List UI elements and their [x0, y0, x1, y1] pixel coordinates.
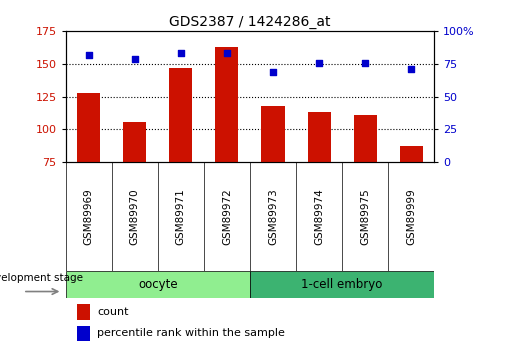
Text: GSM89972: GSM89972 — [222, 188, 232, 245]
Text: oocyte: oocyte — [138, 278, 178, 291]
Text: percentile rank within the sample: percentile rank within the sample — [97, 328, 285, 338]
Text: GSM89974: GSM89974 — [314, 188, 324, 245]
Point — [269, 69, 277, 75]
Bar — [123, 121, 146, 162]
Text: development stage: development stage — [0, 273, 83, 283]
Text: 1-cell embryo: 1-cell embryo — [301, 278, 383, 291]
Text: count: count — [97, 307, 129, 317]
Text: GSM89999: GSM89999 — [406, 188, 416, 245]
Bar — [354, 115, 377, 162]
Bar — [66, 271, 250, 298]
Title: GDS2387 / 1424286_at: GDS2387 / 1424286_at — [169, 14, 331, 29]
Bar — [77, 304, 90, 320]
Point — [85, 52, 93, 57]
Text: GSM89975: GSM89975 — [360, 188, 370, 245]
Text: GSM89970: GSM89970 — [130, 188, 140, 245]
Point — [361, 60, 369, 65]
Bar — [169, 68, 192, 162]
Bar — [262, 106, 284, 162]
Text: GSM89971: GSM89971 — [176, 188, 186, 245]
Point — [177, 51, 185, 56]
Bar — [77, 326, 90, 342]
Bar — [216, 47, 238, 162]
Point — [223, 51, 231, 56]
Text: GSM89969: GSM89969 — [84, 188, 94, 245]
Bar — [250, 271, 434, 298]
Point — [407, 66, 415, 72]
Bar — [77, 93, 100, 162]
Point — [315, 60, 323, 65]
Text: GSM89973: GSM89973 — [268, 188, 278, 245]
Bar — [400, 146, 423, 162]
Bar — [308, 112, 331, 162]
Point — [131, 56, 139, 61]
